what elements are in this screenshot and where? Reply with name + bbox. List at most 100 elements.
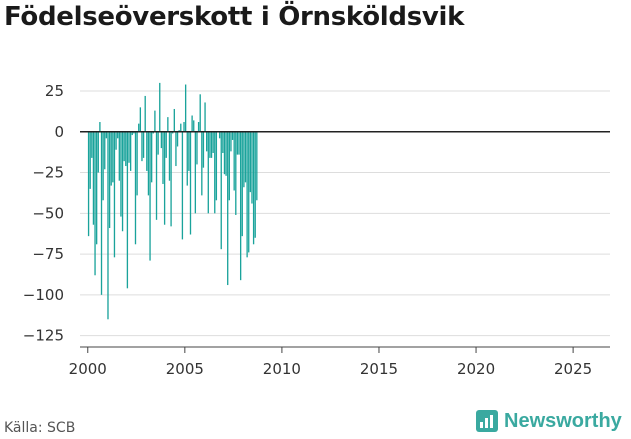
bar [225, 131, 227, 176]
bar [151, 131, 153, 183]
bar [241, 131, 243, 237]
bar [102, 131, 104, 201]
bar [105, 131, 108, 139]
bar [125, 131, 127, 167]
bar [99, 122, 101, 132]
x-tick-label: 2000 [69, 360, 107, 378]
bar [202, 131, 205, 168]
bar [227, 131, 229, 286]
bar [100, 131, 103, 295]
y-axis-ticks: 25 0 −25 −50 −75 −100 −125 [23, 82, 64, 345]
bar [210, 131, 213, 158]
brand-name: Newsworthy [504, 409, 622, 432]
bar [181, 131, 184, 240]
bar [157, 131, 159, 155]
gridlines [80, 90, 610, 337]
y-tick-label: −75 [32, 245, 64, 263]
bar [96, 131, 98, 245]
bar [206, 131, 208, 152]
bar [175, 131, 177, 167]
bar [196, 131, 198, 165]
bar [214, 131, 216, 214]
bar [188, 131, 190, 171]
bar [87, 131, 90, 237]
x-tick-label: 2025 [554, 360, 592, 378]
bar [149, 131, 151, 261]
bar [144, 95, 146, 132]
bar [138, 123, 140, 132]
bar [112, 131, 114, 183]
bar [209, 131, 211, 158]
bar [249, 131, 252, 193]
bar [107, 131, 109, 320]
bar [197, 122, 200, 132]
bar [194, 131, 197, 214]
x-axis-ticks: 2000 2005 2010 2015 2020 2025 [69, 346, 610, 378]
bar [121, 131, 124, 232]
chart-logo-icon [476, 410, 498, 432]
bar [97, 131, 99, 173]
bar [89, 131, 91, 189]
bar [155, 131, 158, 220]
source-label: Källa: SCB [4, 420, 76, 436]
bar [223, 131, 226, 175]
bar [104, 131, 106, 170]
bar [108, 131, 111, 228]
y-tick-label: −50 [32, 204, 64, 222]
y-tick-label: −25 [32, 164, 64, 182]
bar [146, 131, 148, 171]
x-tick-label: 2010 [263, 360, 301, 378]
bar [244, 131, 247, 183]
bar [129, 131, 132, 171]
chart-title: Födelseöverskott i Örnsköldsvik [4, 2, 465, 32]
bar [189, 131, 192, 235]
bar [176, 131, 179, 147]
y-tick-label: −125 [23, 327, 64, 345]
bar [251, 131, 253, 204]
bar [134, 131, 137, 245]
bar [191, 115, 193, 132]
bar [165, 131, 167, 158]
bar [131, 131, 133, 136]
bar [235, 131, 237, 215]
y-tick-label: −100 [23, 286, 64, 304]
bar [133, 131, 135, 134]
x-tick-label: 2020 [457, 360, 495, 378]
y-tick-label: 25 [45, 82, 64, 100]
bar [173, 108, 175, 132]
bar [201, 131, 203, 196]
bar [94, 131, 96, 276]
bar [170, 131, 172, 227]
bar [159, 82, 161, 132]
bar [142, 131, 145, 158]
bar [218, 131, 221, 139]
bar [128, 131, 130, 163]
bar [256, 131, 258, 201]
bar [220, 131, 222, 250]
bar [163, 131, 166, 225]
bar [230, 131, 232, 152]
bar [252, 131, 255, 245]
bar [147, 131, 150, 196]
bar [113, 131, 116, 258]
brand-logo[interactable]: Newsworthy [476, 408, 622, 434]
bar [193, 120, 195, 132]
bar [117, 131, 119, 139]
bar [243, 131, 245, 188]
bar [123, 131, 125, 162]
bar [160, 131, 163, 149]
bar [141, 131, 143, 162]
bar [246, 131, 248, 258]
bar [238, 131, 240, 155]
bar-series [87, 82, 258, 320]
bar [120, 131, 122, 217]
bar [215, 131, 218, 201]
bar-chart: 25 0 −25 −50 −75 −100 −125 2000 2005 2010 2015 202… [23, 82, 610, 378]
bar [136, 131, 138, 196]
bar [180, 123, 182, 132]
bar [236, 131, 239, 155]
bar [152, 131, 154, 134]
x-tick-label: 2005 [166, 360, 204, 378]
bar [110, 131, 112, 186]
bar [186, 131, 188, 186]
